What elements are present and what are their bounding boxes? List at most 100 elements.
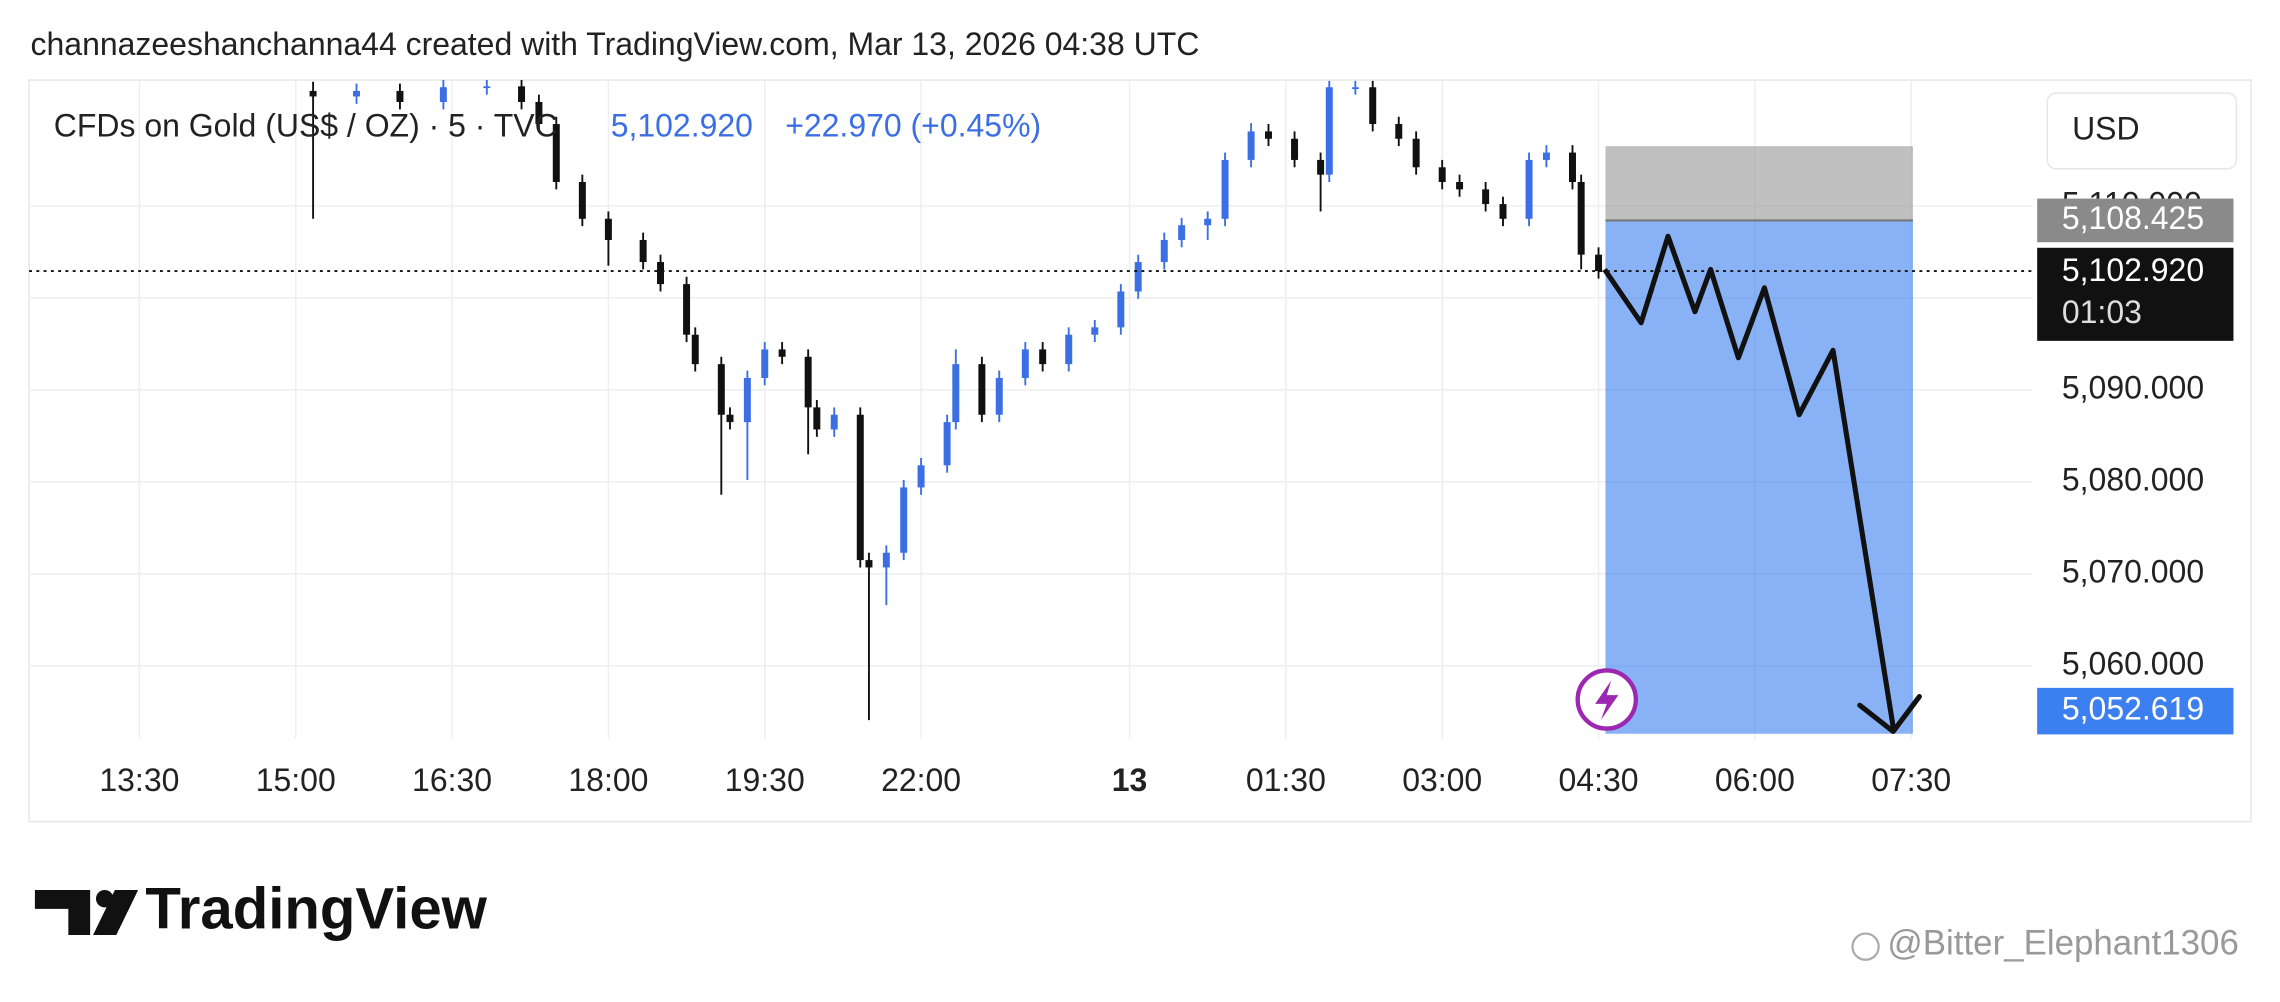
symbol-legend: CFDs on Gold (US$ / OZ) · 5 · TVC	[54, 107, 558, 143]
alert-icon[interactable]	[1575, 668, 1639, 731]
x-tick-label: 19:30	[725, 762, 805, 798]
x-tick-label: 15:00	[256, 762, 336, 798]
candle-body	[1134, 262, 1142, 292]
candle-body	[396, 90, 404, 102]
x-tick-label: 03:00	[1402, 762, 1482, 798]
candle-body	[1317, 159, 1325, 175]
currency: USD	[2072, 110, 2139, 146]
candle-body	[483, 86, 491, 89]
candle-body	[1499, 204, 1507, 219]
y-tick-label: 5,090.000	[2062, 369, 2204, 405]
candle-body	[995, 377, 1003, 415]
candle-body	[726, 414, 734, 423]
target-price-label: 5,052.619	[2062, 691, 2204, 727]
candle-body	[1247, 131, 1255, 160]
candle-body	[900, 487, 908, 553]
candle-body	[1482, 189, 1490, 205]
candle-body	[639, 239, 647, 263]
x-tick-label: 06:00	[1715, 762, 1795, 798]
x-tick-label: 04:30	[1559, 762, 1639, 798]
candle-body	[1117, 291, 1125, 328]
candle-body	[978, 364, 986, 415]
candle-body	[604, 218, 612, 240]
candle-body	[830, 414, 838, 430]
candle-body	[1204, 218, 1212, 226]
candle-body	[691, 334, 699, 365]
candle-body	[865, 560, 873, 568]
candle-body	[804, 356, 812, 408]
candle-body	[1091, 327, 1099, 335]
candle-body	[1039, 349, 1047, 365]
entry-price-label: 5,108.425	[2062, 200, 2204, 236]
candle-body	[761, 349, 769, 378]
candle-body	[778, 349, 786, 357]
y-tick-label: 5,070.000	[2062, 553, 2204, 589]
candle-body	[439, 87, 447, 102]
x-tick-label: 07:30	[1871, 762, 1951, 798]
candle-body	[1369, 87, 1377, 125]
candle-body	[917, 465, 925, 488]
candle-body	[1291, 138, 1299, 160]
position-tool	[1605, 146, 1913, 734]
candle-body	[1395, 124, 1403, 139]
candle-body	[1577, 182, 1585, 255]
axes: 13:30 15:00 16:30 18:00 19:30 22:00 13 01:30 03:…	[99, 185, 2234, 798]
candle-body	[1065, 334, 1073, 365]
candle-body	[1438, 167, 1446, 183]
countdown: 01:03	[2062, 294, 2142, 330]
arrow-head	[1857, 694, 1922, 735]
target-price-box	[2037, 687, 2234, 735]
legend-change: +22.970 (+0.45%)	[785, 107, 1041, 143]
candle-body	[1160, 239, 1168, 263]
chart-frame	[28, 79, 2252, 823]
candle-body	[1595, 254, 1603, 272]
candle-body	[1221, 159, 1229, 219]
x-tick-label: 13:30	[99, 762, 179, 798]
candle-body	[353, 90, 361, 97]
x-tick-label: 13	[1112, 762, 1148, 798]
x-tick-label: 01:30	[1246, 762, 1326, 798]
candle-body	[1456, 182, 1464, 190]
legend-price: 5,102.920	[611, 107, 753, 143]
candle-body	[813, 407, 821, 430]
candles	[309, 80, 1603, 721]
y-tick-label: 5,060.000	[2062, 645, 2204, 681]
candle-body	[1351, 87, 1359, 89]
candle-body	[952, 364, 960, 423]
candle-body	[882, 552, 890, 568]
candle-body	[743, 377, 751, 423]
y-tick-label: 5,080.000	[2062, 461, 2204, 497]
candle-body	[717, 364, 725, 415]
candle-body	[1265, 131, 1272, 139]
candle-body	[535, 101, 543, 125]
candle-body	[1542, 152, 1550, 160]
entry-price-box	[2037, 198, 2234, 243]
candle-body	[1178, 225, 1186, 240]
watermark-icon	[1851, 932, 1880, 961]
candle-body	[856, 414, 864, 561]
candle-body	[657, 262, 665, 285]
brand: TradingView	[145, 877, 487, 942]
x-tick-label: 18:00	[568, 762, 648, 798]
x-tick-label: 22:00	[881, 762, 961, 798]
candle-body	[578, 182, 586, 219]
candle-body	[552, 124, 560, 183]
candle-body	[1412, 138, 1420, 168]
candle-body	[518, 86, 526, 102]
forecast-path	[1602, 233, 1897, 732]
candle-body	[1525, 159, 1533, 219]
x-tick-label: 16:30	[412, 762, 492, 798]
last-price-label: 5,102.920	[2062, 252, 2204, 288]
overlay	[29, 233, 2033, 732]
candle-body	[309, 90, 317, 97]
last-price-box	[2037, 247, 2234, 341]
candle-body	[683, 284, 691, 335]
attribution: channazeeshanchanna44 created with Tradi…	[31, 26, 1200, 62]
candle-body	[1021, 349, 1029, 378]
currency-box[interactable]	[2046, 92, 2238, 170]
stop-zone	[1605, 146, 1913, 221]
candle-body	[1568, 152, 1576, 183]
candle-body	[1325, 87, 1333, 175]
